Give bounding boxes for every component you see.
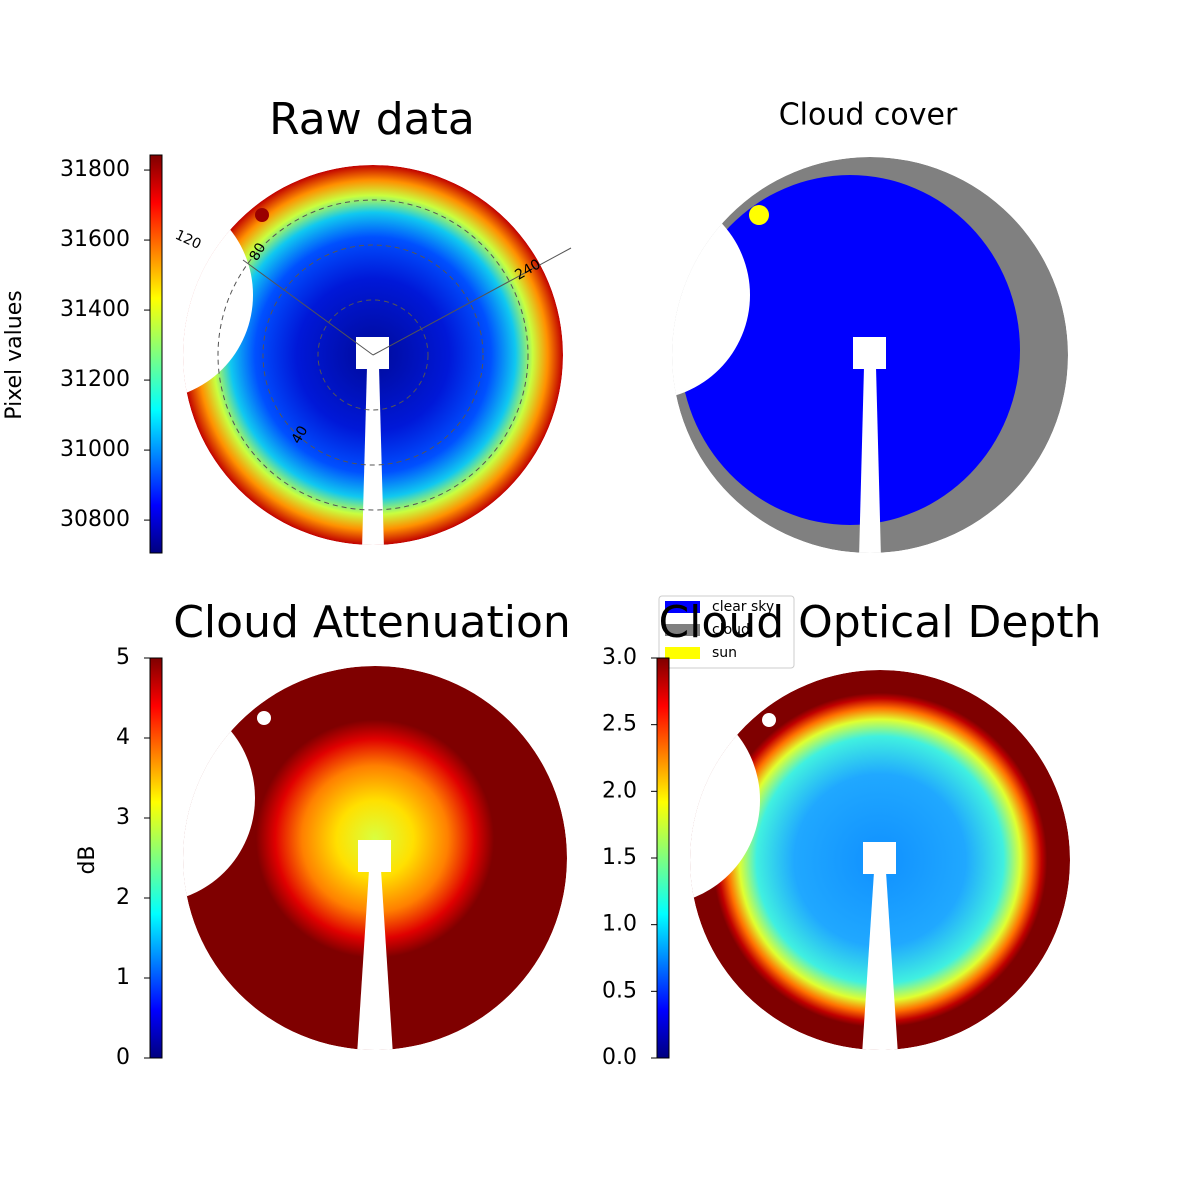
polar-label: 40 <box>289 423 312 446</box>
colorbar-tick-label: 2.0 <box>602 778 637 803</box>
colorbar-tick-label: 3.0 <box>602 645 637 670</box>
colorbar-label: Pixel values <box>2 290 27 419</box>
colorbar-tick-label: 3 <box>116 805 130 830</box>
colorbar-label: dB <box>75 845 100 874</box>
polar-circle <box>217 199 529 511</box>
colorbar-tick-label: 1.5 <box>602 845 637 870</box>
legend-label: cloud <box>712 622 750 638</box>
arm-mask <box>862 872 898 1050</box>
colorbar-tick-label: 30800 <box>60 507 130 532</box>
sun-marker <box>255 208 269 222</box>
legend-swatch <box>665 601 700 613</box>
colorbar <box>656 657 670 1059</box>
colorbar-tick-label: 31600 <box>60 227 130 252</box>
azimuth-line <box>372 247 572 356</box>
polar-label: 120 <box>173 227 204 253</box>
polar-grid <box>217 199 572 511</box>
colorbar-tick-label: 2.5 <box>602 712 637 737</box>
horizon-mask <box>690 695 760 905</box>
arm-mask <box>859 367 881 553</box>
colorbar-tick-label: 0.0 <box>602 1045 637 1070</box>
legend-swatch <box>665 647 700 659</box>
panel-title: Cloud cover <box>779 98 958 133</box>
arm-mask <box>357 870 393 1050</box>
colorbar-tick-label: 0 <box>116 1045 130 1070</box>
polar-circle <box>262 244 484 466</box>
camera-mask <box>853 337 886 369</box>
sun-marker <box>762 713 776 727</box>
clear-sky-region <box>680 175 1020 525</box>
panel-title: Cloud Optical Depth <box>658 597 1101 648</box>
sun-marker <box>257 711 271 725</box>
legend-label: clear sky <box>712 599 774 615</box>
colorbar-tick-label: 31800 <box>60 157 130 182</box>
colorbar-tick-label: 1.0 <box>602 912 637 937</box>
colorbar-tick-label: 31200 <box>60 367 130 392</box>
sky-image <box>672 157 1068 553</box>
legend-label: sun <box>712 645 737 661</box>
azimuth-line <box>242 259 374 356</box>
horizon-mask <box>672 190 750 400</box>
colorbar-tick-label: 2 <box>116 885 130 910</box>
camera-mask <box>358 840 391 872</box>
colorbar-tick-label: 1 <box>116 965 130 990</box>
colorbar-tick-label: 31400 <box>60 297 130 322</box>
panel-title: Raw data <box>269 94 475 145</box>
colorbar <box>149 154 163 554</box>
colorbar-tick-label: 0.5 <box>602 978 637 1003</box>
sky-image <box>183 165 563 545</box>
colorbar <box>149 657 163 1059</box>
arm-mask <box>362 367 384 545</box>
colorbar-tick-label: 4 <box>116 725 130 750</box>
polar-circle <box>317 299 429 411</box>
panel-title: Cloud Attenuation <box>173 597 571 648</box>
camera-mask <box>863 842 896 874</box>
colorbar-tick-label: 5 <box>116 645 130 670</box>
legend-swatch <box>665 624 700 636</box>
colorbar-tick-label: 31000 <box>60 437 130 462</box>
polar-label: 80 <box>247 240 270 263</box>
sun-marker <box>749 205 769 225</box>
camera-mask <box>356 337 389 369</box>
